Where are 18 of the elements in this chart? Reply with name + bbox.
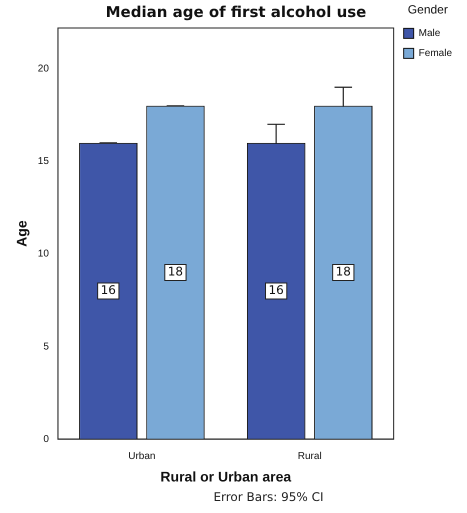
legend-title: Gender <box>408 2 448 16</box>
data-label: 18 <box>336 264 351 279</box>
x-tick-label: Rural <box>298 450 322 462</box>
y-tick-label: 20 <box>38 64 50 74</box>
data-label: 18 <box>168 264 184 279</box>
data-label: 16 <box>268 283 284 298</box>
legend-label: Female <box>418 48 452 60</box>
x-axis-title: Rural or Urban area <box>160 468 292 484</box>
data-label: 16 <box>100 283 116 298</box>
y-axis-title: Age <box>13 220 30 247</box>
y-tick-label: 5 <box>43 341 50 352</box>
legend-label: Male <box>418 28 441 40</box>
y-tick-label: 15 <box>38 156 50 168</box>
text: Error Bars: 95% CI <box>213 490 324 504</box>
chart-title: Median age of first alcohol use <box>106 2 366 21</box>
y-tick-label: 10 <box>38 248 50 260</box>
x-tick-label: Urban <box>128 450 156 462</box>
y-tick-label: 0 <box>43 434 50 445</box>
